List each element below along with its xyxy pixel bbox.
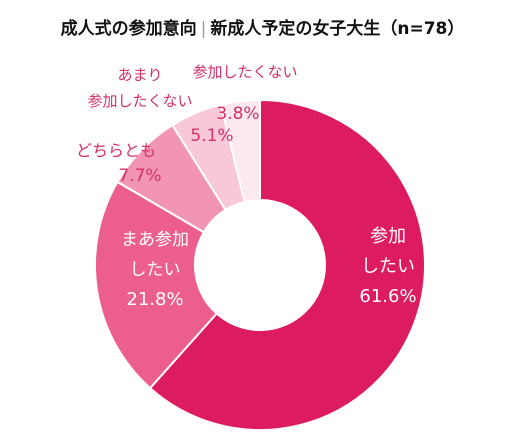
slice-label-4-line-1: あまり (117, 66, 162, 84)
slice-label-1-line-1: 参加 (370, 226, 406, 247)
chart-title: 成人式の参加意向 | 新成人予定の女子大生（n=78） (0, 14, 525, 39)
slice-label-5-line-1: 参加したくない (192, 63, 297, 81)
slice-value-1: 61.6% (359, 286, 416, 307)
chart-title-main: 成人式の参加意向 (60, 19, 197, 39)
chart-title-separator: | (200, 19, 207, 39)
slice-label-2-line-1: まあ参加 (121, 230, 189, 250)
donut-slice-1 (148, 98, 426, 431)
slice-labels: 参加したい61.6%まあ参加したい21.8%どちらとも7.7%あまり参加したくな… (76, 63, 417, 310)
slice-label-4-line-2: 参加したくない (87, 92, 192, 110)
slice-label-2-line-2: したい (130, 260, 181, 280)
slice-value-4: 5.1% (190, 126, 233, 146)
donut-slice-5 (219, 98, 261, 204)
slice-value-2: 21.8% (126, 289, 183, 310)
donut-slice-2 (94, 180, 219, 390)
slice-value-3: 7.7% (118, 166, 161, 186)
slice-label-1-line-2: したい (361, 256, 415, 277)
donut-slices (94, 98, 426, 431)
chart-title-subtitle: 新成人予定の女子大生（n=78） (210, 19, 465, 39)
slice-label-3-line-1: どちらとも (76, 141, 156, 160)
slice-value-5: 3.8% (216, 104, 259, 124)
